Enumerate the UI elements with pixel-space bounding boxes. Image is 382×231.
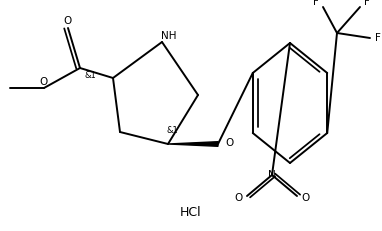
Text: F: F xyxy=(364,0,370,7)
Text: O: O xyxy=(64,16,72,26)
Text: NH: NH xyxy=(161,30,176,40)
Text: N: N xyxy=(268,170,276,180)
Text: O: O xyxy=(40,76,48,87)
Text: F: F xyxy=(376,33,381,43)
Text: O: O xyxy=(225,138,233,148)
Text: &1: &1 xyxy=(167,126,178,135)
Text: O: O xyxy=(235,193,243,203)
Text: O: O xyxy=(301,193,309,203)
Text: &1: &1 xyxy=(85,71,97,80)
Text: F: F xyxy=(313,0,319,7)
Text: HCl: HCl xyxy=(180,206,202,219)
Polygon shape xyxy=(168,142,218,146)
